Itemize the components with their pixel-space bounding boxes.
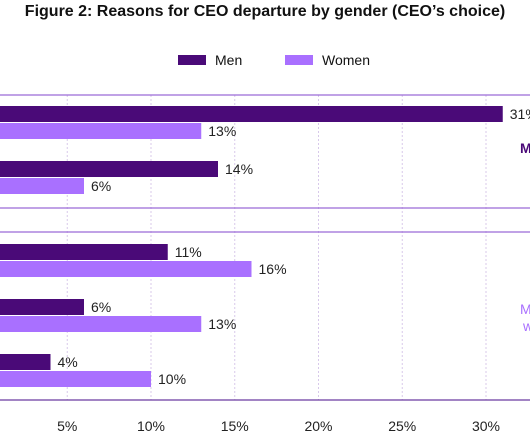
bar-label-men: 4% bbox=[58, 354, 78, 370]
x-tick-label: 10% bbox=[137, 418, 165, 434]
bar-label-women: 13% bbox=[208, 123, 236, 139]
bar-label-men: 14% bbox=[225, 161, 253, 177]
bar-women bbox=[0, 178, 84, 194]
bar-men bbox=[0, 244, 168, 260]
bar-women bbox=[0, 123, 201, 139]
group-label: w bbox=[522, 318, 530, 334]
bar-men bbox=[0, 161, 218, 177]
bar-label-women: 6% bbox=[91, 178, 111, 194]
x-tick-label: 20% bbox=[304, 418, 332, 434]
bar-men bbox=[0, 354, 51, 370]
group-label: M bbox=[520, 140, 530, 156]
bar-label-women: 10% bbox=[158, 371, 186, 387]
bar-label-men: 31% bbox=[510, 106, 530, 122]
bar-label-women: 13% bbox=[208, 316, 236, 332]
bar-men bbox=[0, 299, 84, 315]
bar-women bbox=[0, 316, 201, 332]
x-tick-label: 15% bbox=[221, 418, 249, 434]
bar-label-men: 11% bbox=[175, 244, 202, 260]
bar-label-women: 16% bbox=[259, 261, 287, 277]
bar-men bbox=[0, 106, 503, 122]
x-tick-label: 25% bbox=[388, 418, 416, 434]
x-tick-label: 5% bbox=[57, 418, 77, 434]
bar-women bbox=[0, 261, 252, 277]
group-label: M bbox=[520, 301, 530, 317]
bar-women bbox=[0, 371, 151, 387]
bar-label-men: 6% bbox=[91, 299, 111, 315]
x-tick-label: 30% bbox=[472, 418, 500, 434]
